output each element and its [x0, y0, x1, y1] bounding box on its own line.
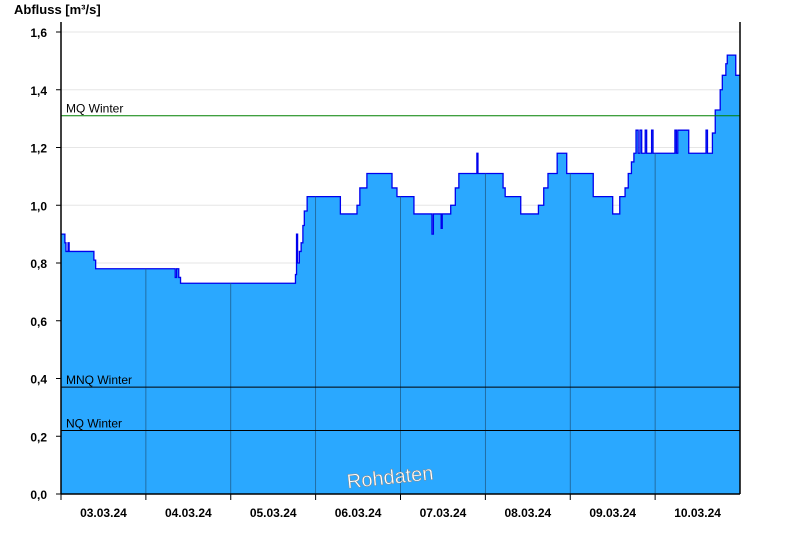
x-tick-label: 09.03.24	[589, 506, 636, 520]
y-tick-label: 1,2	[30, 142, 47, 156]
y-tick-label: 0,8	[30, 257, 47, 271]
x-tick-label: 06.03.24	[335, 506, 382, 520]
x-tick-label: 04.03.24	[165, 506, 212, 520]
x-tick-label: 08.03.24	[504, 506, 551, 520]
axes: 0,0 0,2 0,4 0,6 0,8 1,0 1,2 1,4 1,6 03.03.24 04.03…	[30, 22, 741, 520]
discharge-line	[61, 54, 740, 284]
x-tick-label: 10.03.24	[674, 506, 721, 520]
y-tick-label: 0,0	[30, 488, 47, 502]
y-tick-label: 1,4	[30, 84, 47, 98]
plot-area	[61, 54, 740, 494]
x-tick-label: 05.03.24	[250, 506, 297, 520]
x-tick-label: 03.03.24	[80, 506, 127, 520]
y-tick-label: 0,2	[30, 430, 47, 444]
y-tick-label: 1,6	[30, 26, 47, 40]
y-tick-label: 1,0	[30, 199, 47, 213]
y-axis-label: Abfluss [m³/s]	[14, 2, 101, 17]
reference-label: MQ Winter	[66, 102, 123, 116]
reference-label: NQ Winter	[66, 416, 122, 430]
reference-lines: MQ Winter MNQ Winter NQ Winter	[61, 102, 740, 431]
y-tick-label: 0,4	[30, 373, 47, 387]
x-tick-label: 07.03.24	[420, 506, 467, 520]
y-tick-label: 0,6	[30, 315, 47, 329]
reference-label: MNQ Winter	[66, 373, 132, 387]
